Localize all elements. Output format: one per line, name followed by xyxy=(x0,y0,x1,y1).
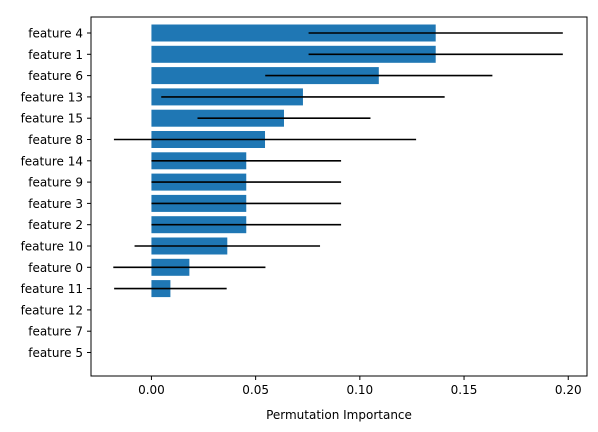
x-tick-label: 0.00 xyxy=(138,383,165,397)
y-tick-label: feature 12 xyxy=(21,303,83,317)
bar xyxy=(151,45,436,63)
y-tick-label: feature 3 xyxy=(28,197,83,211)
y-tick-label: feature 15 xyxy=(21,112,83,126)
y-tick-label: feature 14 xyxy=(21,154,83,168)
x-tick-label: 0.15 xyxy=(451,383,478,397)
x-axis-label: Permutation Importance xyxy=(266,408,412,422)
y-tick-label: feature 5 xyxy=(28,346,83,360)
y-tick-label: feature 11 xyxy=(21,282,83,296)
errorbars-group xyxy=(113,32,563,290)
x-tick-label: 0.10 xyxy=(346,383,373,397)
y-tick-label: feature 10 xyxy=(21,240,83,254)
x-tick-label: 0.05 xyxy=(242,383,269,397)
y-tick-label: feature 13 xyxy=(21,90,83,104)
x-tick-label: 0.20 xyxy=(555,383,582,397)
y-axis: feature 4 feature 1 feature 6 feature 13 fea… xyxy=(21,27,91,360)
y-tick-label: feature 0 xyxy=(28,261,83,275)
x-axis: 0.00 0.05 0.10 0.15 0.20 xyxy=(138,376,582,397)
y-tick-label: feature 6 xyxy=(28,69,83,83)
bar xyxy=(151,67,379,85)
bar xyxy=(151,24,436,42)
y-tick-label: feature 1 xyxy=(28,48,83,62)
plot-frame xyxy=(90,16,588,377)
y-tick-label: feature 4 xyxy=(28,27,83,41)
y-tick-label: feature 7 xyxy=(28,325,83,339)
y-tick-label: feature 9 xyxy=(28,176,83,190)
y-tick-label: feature 8 xyxy=(28,133,83,147)
y-tick-label: feature 2 xyxy=(28,218,83,232)
